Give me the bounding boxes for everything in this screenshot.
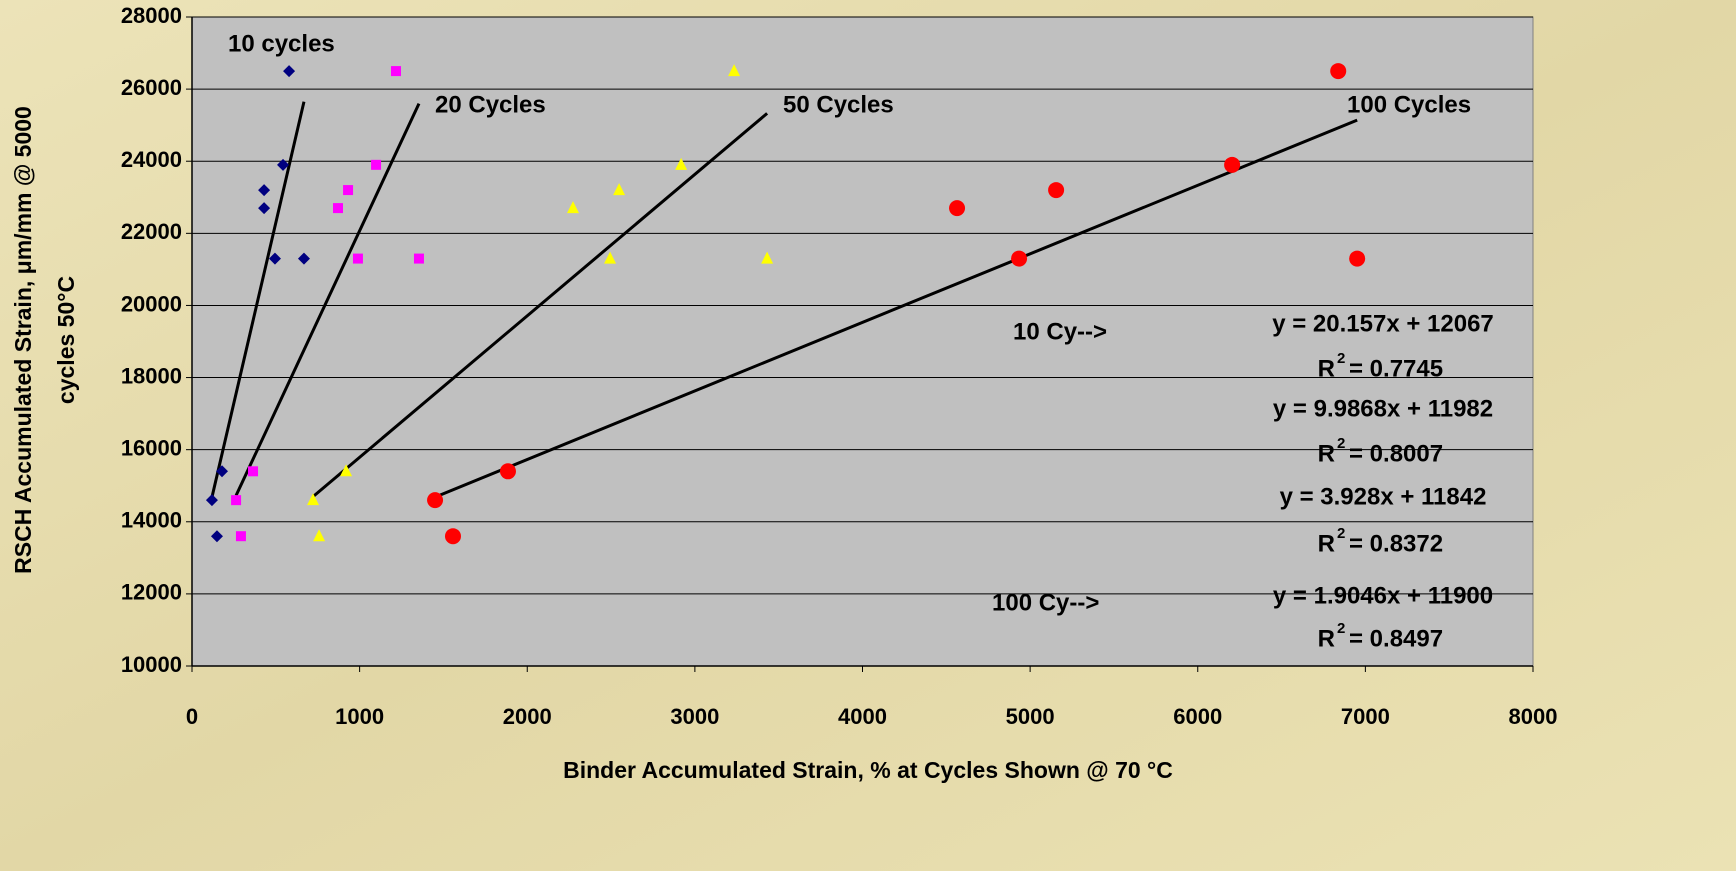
y-tick-label: 12000 [121,580,182,605]
point [235,531,246,542]
y-tick-label: 18000 [121,363,182,388]
point [258,184,271,197]
series-label: 10 cycles [228,30,335,57]
y-axis-title: cycles 50°C [53,276,79,404]
point [1224,156,1241,173]
r-squared-value: = 0.7745 [1349,355,1443,382]
point [675,157,688,170]
series-label: 50 Cycles [783,91,894,118]
y-axis-title: RSCH Accumulated Strain, μm/mm @ 5000 [10,106,36,574]
r-squared-sup: 2 [1337,350,1345,367]
x-tick-label: 2000 [503,704,552,729]
r-squared-value: = 0.8497 [1349,625,1443,652]
point [413,253,424,264]
r-squared-value: = 0.8007 [1349,440,1443,467]
point [761,251,774,264]
x-tick-label: 6000 [1173,704,1222,729]
trend-equation: y = 9.9868x + 11982 [1273,395,1493,422]
point [499,463,516,480]
trend-equation: y = 3.928x + 11842 [1280,483,1487,510]
y-tick-label: 16000 [121,435,182,460]
r-squared-sup: 2 [1337,525,1345,542]
point [205,494,218,507]
point [277,158,290,171]
r-squared-label: R [1318,355,1335,382]
point [340,464,353,477]
point [427,492,444,509]
y-tick-label: 24000 [121,147,182,172]
y-tick-label: 14000 [121,508,182,533]
r-squared-sup: 2 [1337,620,1345,637]
point [307,493,320,506]
trend-equation: y = 20.157x + 12067 [1272,310,1494,337]
point [444,528,461,545]
series-label: 100 Cycles [1347,91,1471,118]
point [567,201,580,214]
x-tick-label: 8000 [1509,704,1558,729]
point [371,159,382,170]
point [216,465,229,478]
point [210,530,223,543]
r-squared-sup: 2 [1337,435,1345,452]
y-tick-label: 20000 [121,291,182,316]
point [1048,182,1065,199]
y-tick-label: 26000 [121,75,182,100]
point [390,66,401,77]
trendline [434,118,1358,499]
point [297,252,310,265]
point [728,64,741,77]
point [604,251,617,264]
trendline [234,102,421,497]
point [352,253,363,264]
point [613,183,626,196]
y-tick-label: 10000 [121,652,182,677]
x-tick-label: 5000 [1006,704,1055,729]
point [333,203,344,214]
trendline [312,112,769,498]
point [1330,63,1347,80]
r-squared-label: R [1318,625,1335,652]
point [949,200,966,217]
trend-equation: y = 1.9046x + 11900 [1273,582,1493,609]
x-tick-label: 7000 [1341,704,1390,729]
point [1349,250,1366,267]
point [258,202,271,215]
annotation: 100 Cy--> [992,589,1099,616]
point [231,495,242,506]
r-squared-value: = 0.8372 [1349,530,1443,557]
y-tick-label: 28000 [121,3,182,28]
point [283,65,296,78]
x-tick-label: 3000 [670,704,719,729]
y-tick-label: 22000 [121,219,182,244]
annotation: 10 Cy--> [1013,318,1107,345]
r-squared-label: R [1318,530,1335,557]
x-tick-label: 0 [186,704,198,729]
trendline [210,101,306,498]
point [343,185,354,196]
series-label: 20 Cycles [435,91,546,118]
point [313,529,326,542]
plot-area [191,16,1534,667]
point [1011,250,1028,267]
point [268,252,281,265]
x-tick-label: 1000 [335,704,384,729]
x-axis-title: Binder Accumulated Strain, % at Cycles S… [563,757,1173,783]
point [248,466,259,477]
x-tick-label: 4000 [838,704,887,729]
r-squared-label: R [1318,440,1335,467]
